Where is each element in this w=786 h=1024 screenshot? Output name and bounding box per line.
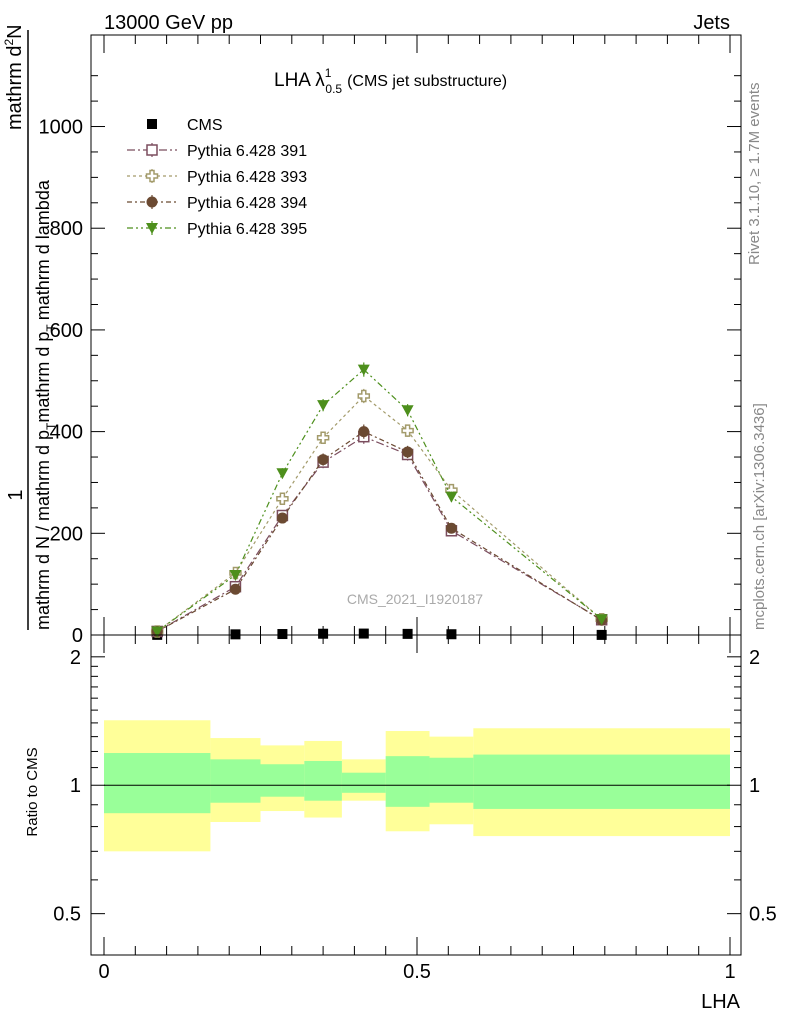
ratio-band-inner xyxy=(429,757,474,803)
series-cms xyxy=(152,628,607,640)
y-label-numerator: mathrm d2N xyxy=(2,24,26,130)
ratio-x-axis: 0 0.5 1 xyxy=(98,635,736,983)
ratio-band-inner xyxy=(210,759,261,803)
title-sub: 0.5 xyxy=(325,82,342,96)
ratio-band-inner xyxy=(104,753,211,814)
main-y-tick-label: 400 xyxy=(50,422,83,444)
title-sup: 1 xyxy=(325,66,332,80)
data-point-p394 xyxy=(445,522,457,534)
ratio-band-inner xyxy=(304,760,342,801)
ratio-x-tick-label: 0 xyxy=(98,961,109,983)
legend-marker-p393 xyxy=(145,169,159,183)
data-point-p395 xyxy=(317,400,330,412)
legend-marker-cms xyxy=(147,119,157,129)
main-y-tick-label: 0 xyxy=(72,625,83,647)
legend-label-p391: Pythia 6.428 391 xyxy=(187,143,307,160)
mcplots-label: mcplots.cern.ch [arXiv:1306.3436] xyxy=(751,403,768,630)
data-point-p394 xyxy=(229,583,241,595)
ratio-x-tick-label: 0.5 xyxy=(403,961,431,983)
data-point-cms xyxy=(358,628,369,639)
data-point-p393 xyxy=(401,424,414,437)
ratio-bands xyxy=(104,720,730,852)
data-point-p394 xyxy=(317,454,329,466)
legend: CMS Pythia 6.428 391 Pythia 6.428 393 Pythi… xyxy=(127,117,307,238)
ratio-y-axis: 0.5 0.5 1 1 2 2 xyxy=(53,647,777,926)
ratio-y-tick-label: 1 xyxy=(70,775,81,797)
legend-marker-p395 xyxy=(146,223,158,234)
data-point-cms xyxy=(402,628,413,639)
data-point-p393 xyxy=(276,492,289,505)
header-collision: 13000 GeV pp xyxy=(104,12,233,34)
data-point-p393 xyxy=(316,431,330,444)
y-label-num-end: N xyxy=(4,24,26,38)
ratio-band-inner xyxy=(341,772,386,793)
data-point-p395 xyxy=(151,626,164,638)
main-y-label: 1 mathrm d2N mathrm d N / mathrm d pTmat… xyxy=(2,24,58,630)
legend-label-p395: Pythia 6.428 395 xyxy=(187,221,307,238)
data-point-p394 xyxy=(402,446,414,458)
y-label-den-a: mathrm d N / mathrm d p xyxy=(33,430,53,630)
data-point-p395 xyxy=(229,570,242,581)
data-point-p393 xyxy=(357,389,371,403)
ratio-x-tick-label: 1 xyxy=(724,961,735,983)
data-point-cms xyxy=(230,629,241,640)
ratio-y-tick-label: 0.5 xyxy=(53,904,81,926)
series-p395 xyxy=(151,362,608,638)
main-y-tick-label: 200 xyxy=(50,523,83,545)
y-label-den-sub2: T xyxy=(44,324,58,332)
data-point-p394 xyxy=(358,426,370,438)
series-line-p395 xyxy=(156,368,603,632)
y-label-denominator: mathrm d N / mathrm d pTmathrm d pTmathr… xyxy=(33,179,58,630)
y-label-den-tail: mathrm d lambda xyxy=(33,179,53,320)
title-rest: (CMS jet substructure) xyxy=(347,73,507,90)
series-line-p391 xyxy=(156,436,602,632)
data-point-p395 xyxy=(595,614,608,626)
main-y-axis: 0 200 400 600 800 1000 xyxy=(39,75,741,647)
main-y-tick-label: 600 xyxy=(50,320,83,342)
y-label-den-b: mathrm d p xyxy=(33,332,53,423)
y-label-den-sub: T xyxy=(44,422,58,430)
ratio-band-inner xyxy=(260,764,305,797)
ratio-panel: 0.5 0.51 12 2 0 0.5 1 Ratio to CMS LHA xyxy=(24,634,777,1013)
data-point-p395 xyxy=(276,468,289,480)
data-point-p395 xyxy=(401,405,414,417)
data-point-cms xyxy=(318,628,329,639)
main-title: LHA λ1 0.5 (CMS jet substructure) xyxy=(274,66,507,96)
data-point-p395 xyxy=(357,364,370,376)
data-point-p395 xyxy=(445,491,458,503)
ratio-band-inner xyxy=(385,756,430,807)
legend-label-p393: Pythia 6.428 393 xyxy=(187,169,307,186)
data-point-cms xyxy=(446,629,457,640)
legend-label-p394: Pythia 6.428 394 xyxy=(187,195,307,212)
header-category: Jets xyxy=(693,12,730,34)
main-y-tick-label: 1000 xyxy=(39,117,84,139)
ratio-y-tick-label: 2 xyxy=(70,647,81,669)
ratio-band-inner xyxy=(473,754,730,809)
analysis-watermark: CMS_2021_I1920187 xyxy=(347,591,483,607)
rivet-label: Rivet 3.1.10, ≥ 1.7M events xyxy=(746,83,763,266)
series-p394 xyxy=(151,424,608,637)
legend-marker-p391 xyxy=(146,144,158,156)
main-y-tick-label: 800 xyxy=(50,218,83,240)
ratio-y-tick-label-right: 0.5 xyxy=(749,904,777,926)
data-point-cms xyxy=(277,629,288,640)
y-label-num-sup: 2 xyxy=(2,39,16,46)
y-label-num-d: mathrm d xyxy=(4,46,26,130)
x-axis-label: LHA xyxy=(701,991,741,1013)
data-point-p394 xyxy=(276,512,288,524)
legend-marker-p394 xyxy=(146,196,158,208)
ratio-y-label: Ratio to CMS xyxy=(24,747,41,836)
series-line-p393 xyxy=(156,395,603,632)
legend-label-cms: CMS xyxy=(187,117,223,134)
ratio-frame xyxy=(90,634,742,956)
ratio-y-tick-label-right: 2 xyxy=(749,647,760,669)
ratio-y-tick-label-right: 1 xyxy=(749,775,760,797)
main-series-layer xyxy=(150,362,608,640)
series-line-p394 xyxy=(156,430,602,632)
main-x-axis xyxy=(103,35,731,635)
title-main: LHA λ xyxy=(274,70,325,91)
y-label-one: 1 xyxy=(5,489,27,500)
